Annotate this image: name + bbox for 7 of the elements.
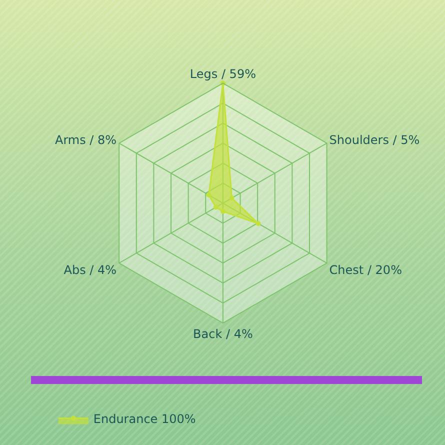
spoke-label: Shoulders / 5% <box>329 133 420 148</box>
spoke-label: Back / 4% <box>193 326 253 341</box>
spoke-label: Arms / 8% <box>54 133 117 148</box>
spoke-label: Abs / 4% <box>64 263 117 278</box>
spoke-label: Legs / 59% <box>190 66 256 81</box>
legend-label: Endurance 100% <box>93 412 196 426</box>
spoke-label: Chest / 20% <box>329 263 402 278</box>
